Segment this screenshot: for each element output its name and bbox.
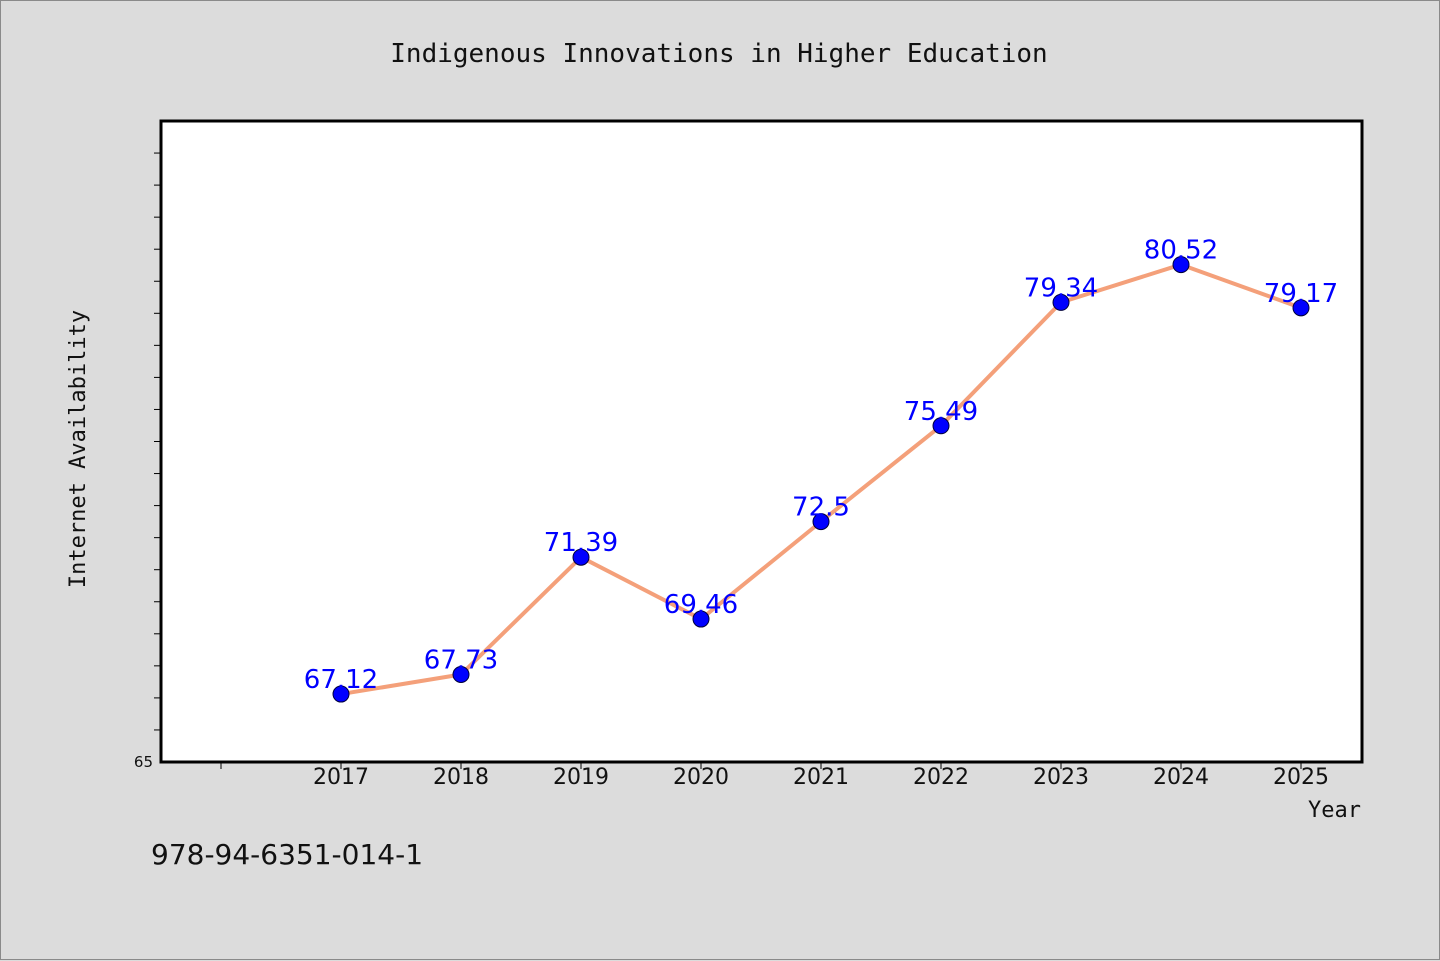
x-tick-label: 2021 [793, 765, 849, 790]
data-label: 71.39 [544, 528, 618, 558]
data-point [692, 610, 710, 628]
x-tick-label: 2024 [1153, 765, 1209, 790]
data-label: 80.52 [1144, 236, 1218, 266]
data-label: 69.46 [664, 590, 738, 620]
x-tick-label: 2020 [673, 765, 729, 790]
data-label: 67.12 [304, 665, 378, 695]
chart-title: Indigenous Innovations in Higher Educati… [390, 39, 1047, 69]
x-tick-label: 2023 [1033, 765, 1089, 790]
data-label: 79.17 [1264, 279, 1338, 309]
y-axis-ticks [154, 152, 161, 731]
data-label: 75.49 [904, 397, 978, 427]
x-tick-label: 2022 [913, 765, 969, 790]
data-point [932, 417, 950, 435]
x-axis-ticks [220, 762, 1302, 769]
plot-area [159, 119, 1364, 764]
x-tick-labels: 2017 2018 2019 2020 2021 2022 2023 2024 2025 [313, 765, 1329, 790]
data-point [1172, 256, 1190, 274]
data-point [572, 548, 590, 566]
series-markers [332, 256, 1310, 703]
isbn-text: 978-94-6351-014-1 [151, 838, 423, 871]
data-label: 79.34 [1024, 273, 1098, 303]
x-tick-label: 2025 [1273, 765, 1329, 790]
x-tick-label: 2017 [313, 765, 369, 790]
data-label: 67.73 [424, 646, 498, 676]
data-point [452, 666, 470, 684]
data-point [1052, 293, 1070, 311]
data-labels: 67.12 67.73 71.39 69.46 72.5 75.49 79.34 80.52 7… [304, 236, 1338, 695]
data-point [332, 685, 350, 703]
x-tick-label: 2019 [553, 765, 609, 790]
y-tick-label: 65 [134, 753, 153, 771]
data-label: 72.5 [792, 493, 850, 523]
x-axis-title: Year [1308, 798, 1361, 823]
x-tick-label: 2018 [433, 765, 489, 790]
y-axis-title: Internet Availability [66, 310, 91, 588]
data-point [812, 513, 830, 531]
data-point [1292, 299, 1310, 317]
